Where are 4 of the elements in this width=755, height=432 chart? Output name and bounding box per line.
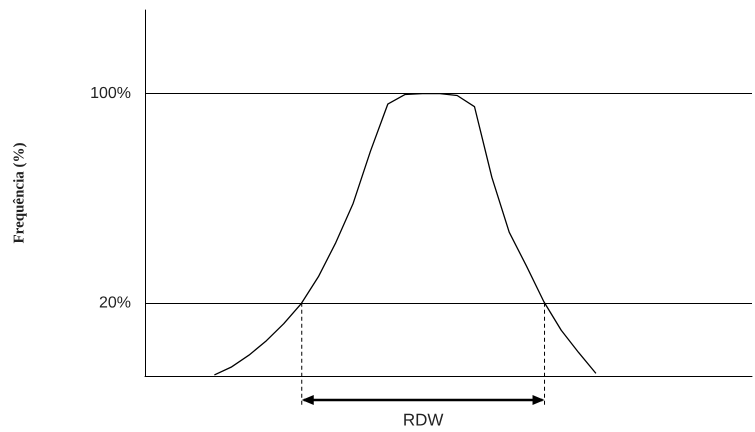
y-tick-label: 20% xyxy=(98,294,131,312)
text: RDW xyxy=(402,410,444,430)
y-tick-label: 100% xyxy=(90,85,131,102)
y-axis-title: Frequência (%) xyxy=(12,142,28,244)
